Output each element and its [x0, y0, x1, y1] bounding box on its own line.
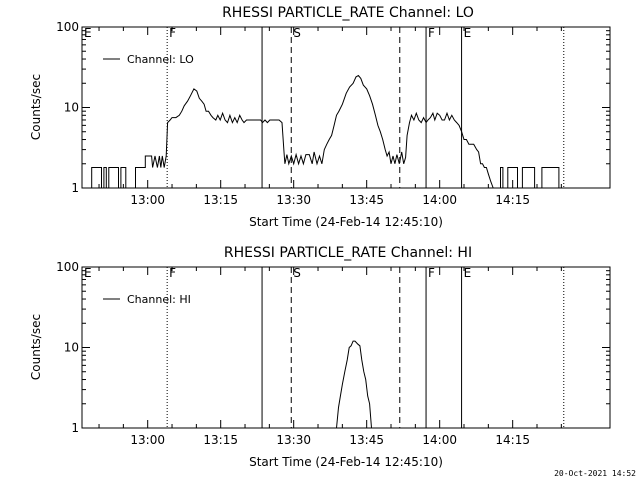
- data-series-line: [500, 167, 560, 189]
- event-marker-label: F: [169, 266, 176, 280]
- chart-panel-lo: RHESSI PARTICLE_RATE Channel: LO Counts/…: [29, 5, 611, 229]
- x-tick-label: 13:45: [349, 433, 384, 447]
- event-marker-label: S: [293, 26, 301, 40]
- event-marker-label: S: [293, 266, 301, 280]
- legend-label: Channel: HI: [127, 293, 191, 306]
- data-series-line: [135, 74, 494, 189]
- footer-timestamp: 20-Oct-2021 14:52: [554, 469, 636, 478]
- x-tick-label: 13:30: [276, 193, 311, 207]
- x-tick-label: 13:45: [349, 193, 384, 207]
- y-tick-label: 10: [64, 341, 79, 355]
- event-marker-label: E: [464, 26, 472, 40]
- x-tick-label: 14:15: [495, 193, 530, 207]
- data-series-line: [91, 167, 127, 189]
- event-marker-label: E: [84, 266, 92, 280]
- y-tick-label: 1: [71, 421, 79, 435]
- x-tick-label: 14:15: [495, 433, 530, 447]
- x-tick-label: 14:00: [422, 433, 457, 447]
- event-marker-label: F: [428, 266, 435, 280]
- x-tick-label: 14:00: [422, 193, 457, 207]
- event-marker-label: E: [84, 26, 92, 40]
- chart-title: RHESSI PARTICLE_RATE Channel: HI: [224, 245, 472, 261]
- chart-title: RHESSI PARTICLE_RATE Channel: LO: [222, 5, 474, 21]
- y-axis-label: Counts/sec: [29, 74, 43, 140]
- x-axis-label: Start Time (24-Feb-14 12:45:10): [249, 215, 443, 229]
- x-tick-label: 13:15: [203, 193, 238, 207]
- x-tick-label: 13:00: [130, 433, 165, 447]
- x-tick-label: 13:00: [130, 193, 165, 207]
- y-tick-label: 10: [64, 101, 79, 115]
- x-tick-label: 13:15: [203, 433, 238, 447]
- chart-panel-hi: RHESSI PARTICLE_RATE Channel: HI Counts/…: [29, 245, 611, 469]
- event-marker-label: E: [464, 266, 472, 280]
- y-tick-label: 100: [56, 260, 79, 274]
- x-axis-label: Start Time (24-Feb-14 12:45:10): [249, 455, 443, 469]
- y-tick-label: 1: [71, 181, 79, 195]
- x-tick-label: 13:30: [276, 433, 311, 447]
- data-series-line: [336, 340, 372, 429]
- y-axis-label: Counts/sec: [29, 314, 43, 380]
- plot-frame: [81, 266, 611, 429]
- event-marker-label: F: [169, 26, 176, 40]
- event-marker-label: F: [428, 26, 435, 40]
- legend-label: Channel: LO: [127, 53, 194, 66]
- y-tick-label: 100: [56, 20, 79, 34]
